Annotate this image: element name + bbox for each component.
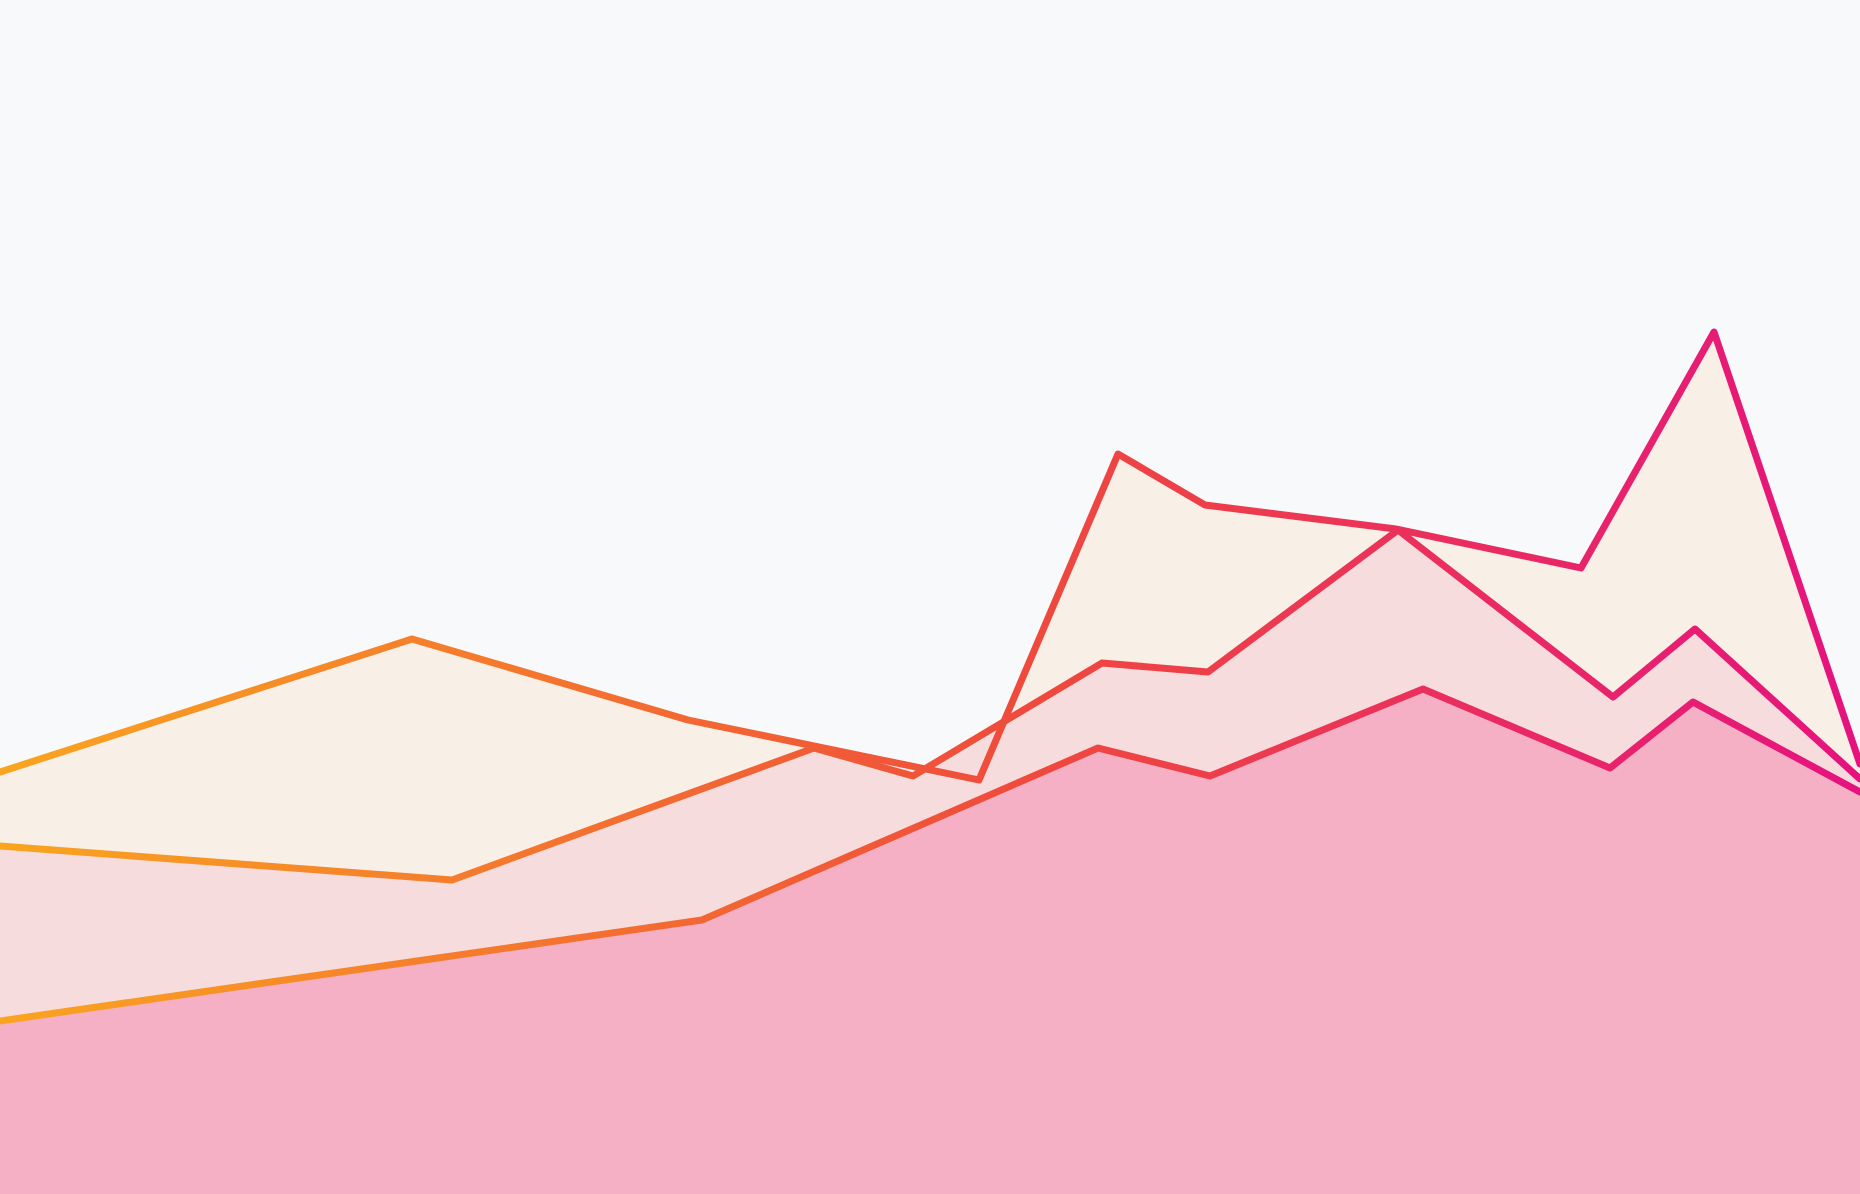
series-line-2 [0,526,1860,884]
area-fill-3 [0,689,1860,1194]
series-line-3 [0,685,1860,1025]
series-lines [0,328,1860,1025]
series-line-1 [0,328,1860,784]
area-layers [0,332,1860,1194]
